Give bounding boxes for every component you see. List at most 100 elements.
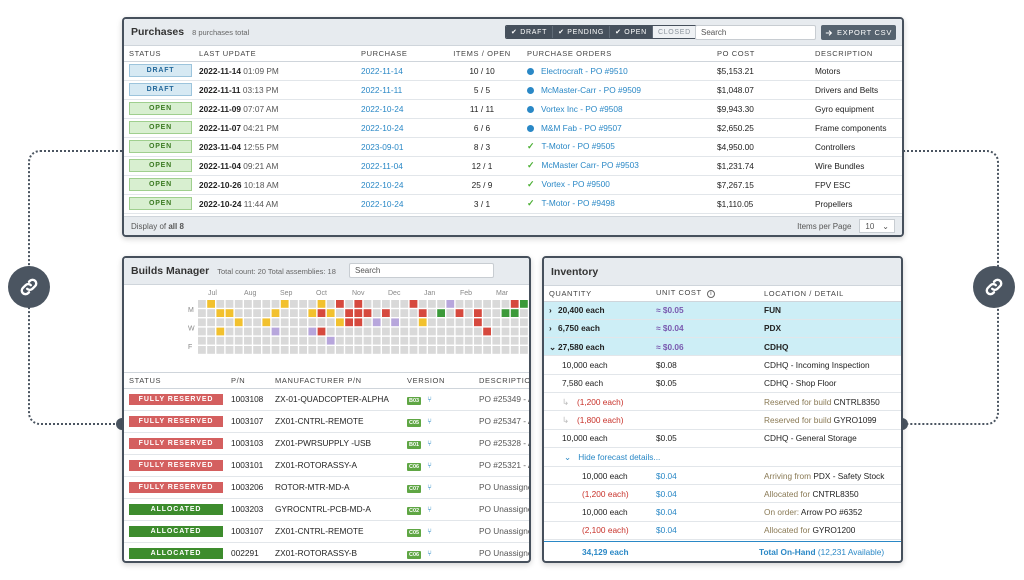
inventory-row[interactable]: 10,000 each $0.04 On order: Arrow PO #6352 [544, 502, 901, 522]
heatmap-cell[interactable] [234, 309, 243, 317]
heatmap-cell[interactable] [455, 318, 464, 327]
col-purchase-orders[interactable]: PURCHASE ORDERS [522, 46, 712, 62]
forecast-target[interactable]: CNTRL8350 [812, 488, 859, 499]
reserved-build-link[interactable]: CNTRL8350 [833, 396, 880, 407]
heatmap-cell[interactable] [345, 327, 353, 336]
heatmap-cell[interactable] [290, 327, 298, 336]
heatmap-cell[interactable] [234, 346, 243, 354]
heatmap-cell[interactable] [354, 300, 363, 308]
branch-icon[interactable]: ⑂ [427, 504, 432, 514]
heatmap-cell[interactable] [510, 346, 519, 354]
heatmap-cell[interactable] [326, 346, 335, 354]
heatmap-cell[interactable] [391, 309, 399, 317]
heatmap-cell[interactable] [464, 318, 473, 327]
heatmap-cell[interactable] [382, 346, 390, 354]
heatmap-cell[interactable] [253, 346, 261, 354]
filter-open[interactable]: ✔ OPEN [609, 26, 652, 38]
heatmap-cell[interactable] [225, 309, 234, 317]
heatmap-cell[interactable] [198, 300, 206, 308]
heatmap-cell[interactable] [225, 318, 234, 327]
heatmap-cell[interactable] [428, 309, 436, 317]
heatmap-cell[interactable] [446, 346, 455, 354]
heatmap-cell[interactable] [262, 309, 271, 317]
heatmap-cell[interactable] [336, 300, 344, 308]
heatmap-cell[interactable] [455, 346, 464, 354]
heatmap-cell[interactable] [207, 336, 215, 345]
heatmap-cell[interactable] [464, 309, 473, 317]
heatmap-cell[interactable] [474, 318, 482, 327]
heatmap-cell[interactable] [363, 318, 372, 327]
heatmap-cell[interactable] [280, 300, 289, 308]
chevron-right-icon[interactable]: › [549, 323, 552, 334]
heatmap-cell[interactable] [216, 346, 225, 354]
purchase-row[interactable]: OPEN 2022-11-04 09:21 AM 2022-11-04 12 / 1 ✓… [124, 156, 902, 176]
heatmap-cell[interactable] [363, 300, 372, 308]
heatmap-cell[interactable] [207, 300, 215, 308]
heatmap-cell[interactable] [345, 300, 353, 308]
inventory-row[interactable]: ⌄ 27,580 each ≈ $0.06 CDHQ [544, 337, 901, 357]
heatmap-cell[interactable] [225, 300, 234, 308]
branch-icon[interactable]: ⑂ [427, 438, 432, 448]
heatmap-cell[interactable] [501, 327, 510, 336]
purchase-row[interactable]: OPEN 2022-10-26 10:18 AM 2022-10-24 25 / 9 ✓… [124, 175, 902, 195]
heatmap-cell[interactable] [464, 346, 473, 354]
heatmap-cell[interactable] [345, 309, 353, 317]
heatmap-cell[interactable] [391, 327, 399, 336]
heatmap-cell[interactable] [271, 318, 280, 327]
heatmap-cell[interactable] [455, 300, 464, 308]
col-build-status[interactable]: STATUS [124, 373, 226, 389]
heatmap-cell[interactable] [299, 346, 307, 354]
heatmap-cell[interactable] [520, 336, 528, 345]
heatmap-cell[interactable] [308, 336, 317, 345]
heatmap-cell[interactable] [198, 346, 206, 354]
heatmap-cell[interactable] [418, 336, 427, 345]
heatmap-cell[interactable] [483, 346, 491, 354]
heatmap-cell[interactable] [382, 318, 390, 327]
heatmap-cell[interactable] [262, 336, 271, 345]
heatmap-cell[interactable] [418, 327, 427, 336]
heatmap-cell[interactable] [363, 327, 372, 336]
col-last-update[interactable]: LAST UPDATE [194, 46, 356, 62]
chevron-right-icon[interactable]: › [549, 305, 552, 316]
heatmap-cell[interactable] [244, 318, 252, 327]
purchase-order-link[interactable]: T-Motor - PO #9505 [541, 141, 615, 151]
heatmap-cell[interactable] [400, 327, 409, 336]
heatmap-cell[interactable] [510, 318, 519, 327]
branch-icon[interactable]: ⑂ [427, 548, 432, 558]
heatmap-cell[interactable] [400, 336, 409, 345]
heatmap-cell[interactable] [336, 309, 344, 317]
heatmap-cell[interactable] [253, 327, 261, 336]
heatmap-cell[interactable] [326, 327, 335, 336]
purchase-row[interactable]: OPEN 2023-11-04 12:55 PM 2023-09-01 8 / 3 ✓ T… [124, 137, 902, 157]
heatmap-cell[interactable] [345, 336, 353, 345]
heatmap-cell[interactable] [510, 309, 519, 317]
items-per-page-select[interactable]: 10 ⌄ [859, 219, 895, 233]
heatmap-cell[interactable] [326, 336, 335, 345]
heatmap-cell[interactable] [455, 309, 464, 317]
build-row[interactable]: ALLOCATED 1003203 GYROCNTRL-PCB-MD-A C02 ⑂ PO… [124, 498, 529, 521]
heatmap-cell[interactable] [510, 327, 519, 336]
build-row[interactable]: ALLOCATED 002291 ZX01-ROTORASSY-B C06 ⑂ PO Un… [124, 542, 529, 561]
heatmap-cell[interactable] [372, 346, 381, 354]
purchase-order-link[interactable]: McMaster Carr- PO #9503 [541, 160, 639, 170]
forecast-target[interactable]: GYRO1200 [812, 525, 856, 536]
heatmap-cell[interactable] [336, 318, 344, 327]
heatmap-cell[interactable] [216, 327, 225, 336]
inventory-row[interactable]: (2,100 each) $0.04 Allocated for GYRO1200 [544, 521, 901, 541]
inventory-row[interactable]: 7,580 each $0.05 CDHQ - Shop Floor [544, 374, 901, 393]
heatmap-cell[interactable] [464, 327, 473, 336]
col-purchase[interactable]: PURCHASE [356, 46, 442, 62]
heatmap-cell[interactable] [428, 327, 436, 336]
heatmap-cell[interactable] [280, 318, 289, 327]
heatmap-cell[interactable] [234, 300, 243, 308]
heatmap-cell[interactable] [409, 336, 418, 345]
heatmap-cell[interactable] [437, 309, 445, 317]
heatmap-cell[interactable] [262, 318, 271, 327]
heatmap-cell[interactable] [492, 300, 501, 308]
heatmap-cell[interactable] [234, 336, 243, 345]
col-description[interactable]: DESCRIPTION [810, 46, 902, 62]
heatmap-cell[interactable] [244, 300, 252, 308]
heatmap-cell[interactable] [198, 336, 206, 345]
purchase-date-link[interactable]: 2022-11-04 [361, 160, 403, 171]
heatmap-cell[interactable] [501, 309, 510, 317]
